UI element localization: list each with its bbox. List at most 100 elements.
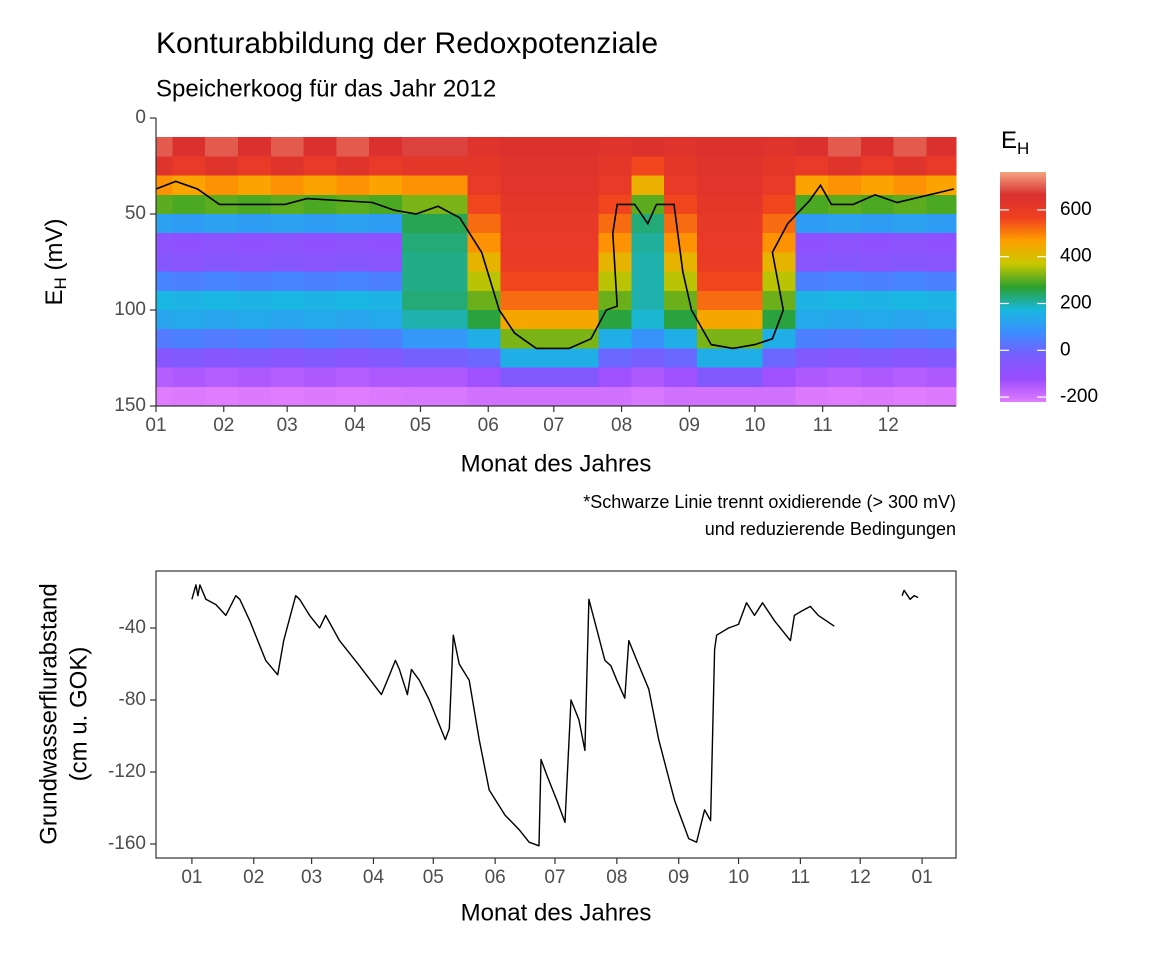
y-axis-title: Grundwasserflurabstand — [35, 583, 62, 844]
heat-cell — [467, 194, 501, 215]
heat-cell — [467, 214, 501, 234]
heat-cell — [205, 271, 239, 292]
heat-cell — [467, 175, 501, 196]
heat-cell — [270, 367, 305, 388]
heat-cell — [565, 156, 600, 177]
heat-cell — [172, 252, 206, 273]
heat-cell — [336, 214, 370, 234]
heat-cell — [303, 194, 337, 215]
legend-title-main: E — [1001, 127, 1017, 154]
heat-cell — [434, 329, 469, 349]
heat-cell — [500, 386, 534, 407]
x-tick-label: 09 — [679, 415, 700, 436]
y-tick-label: 100 — [114, 299, 146, 320]
heat-cell — [156, 290, 173, 311]
heat-cell — [828, 137, 862, 157]
heat-cell — [270, 194, 305, 215]
heat-cell — [860, 214, 895, 234]
heat-cell — [795, 348, 829, 369]
heat-cell — [205, 290, 239, 311]
heat-cell — [369, 137, 403, 157]
heat-cell — [664, 310, 698, 330]
heat-cell — [434, 175, 469, 196]
heat-cell — [205, 137, 239, 157]
heat-cell — [696, 252, 731, 273]
heat-cell — [467, 156, 501, 177]
x-tick-label: 05 — [423, 867, 444, 888]
heat-cell — [156, 252, 173, 273]
heat-cell — [467, 367, 501, 388]
heat-cell — [401, 348, 436, 369]
heat-cell — [205, 233, 239, 253]
heat-cell — [303, 137, 337, 157]
heat-cell — [172, 348, 206, 369]
heat-cell — [336, 175, 370, 196]
heat-cell — [270, 214, 305, 234]
heat-cell — [664, 233, 698, 253]
x-tick-label: 08 — [606, 867, 627, 888]
heat-cell — [631, 348, 665, 369]
heat-cell — [369, 290, 403, 311]
heat-cell — [795, 137, 829, 157]
heat-cell — [565, 214, 600, 234]
heat-cell — [926, 367, 957, 388]
heat-cell — [762, 290, 796, 311]
heat-cell — [696, 214, 731, 234]
heat-cell — [303, 348, 337, 369]
heat-cell — [664, 329, 698, 349]
heat-cell — [926, 348, 957, 369]
heat-cell — [926, 310, 957, 330]
heat-cell — [369, 252, 403, 273]
heat-cell — [205, 252, 239, 273]
annotation: und reduzierende Bedingungen — [705, 519, 956, 539]
heat-cell — [860, 310, 895, 330]
heat-cell — [303, 367, 337, 388]
heat-cell — [467, 233, 501, 253]
heat-cell — [270, 252, 305, 273]
heat-cell — [467, 290, 501, 311]
heat-cell — [172, 194, 206, 215]
colorbar-label: 0 — [1060, 339, 1071, 360]
heat-cell — [303, 252, 337, 273]
heat-cell — [729, 290, 764, 311]
heat-cell — [664, 271, 698, 292]
heat-cell — [434, 233, 469, 253]
heat-cell — [893, 175, 928, 196]
heat-cell — [156, 348, 173, 369]
heat-cell — [762, 329, 796, 349]
heat-cell — [598, 214, 633, 234]
heat-cell — [467, 271, 501, 292]
heat-cell — [664, 137, 698, 157]
heat-cell — [369, 194, 403, 215]
heat-cell — [598, 233, 633, 253]
heat-cell — [565, 271, 600, 292]
heat-cell — [828, 310, 862, 330]
heat-cell — [729, 194, 764, 215]
heat-cell — [303, 214, 337, 234]
heat-cell — [828, 329, 862, 349]
heat-cell — [893, 233, 928, 253]
y-axis-title-unit: (mV) — [41, 219, 68, 278]
heat-cell — [795, 329, 829, 349]
x-tick-label: 03 — [277, 415, 298, 436]
heat-cell — [369, 348, 403, 369]
heat-cell — [336, 194, 370, 215]
heat-cell — [860, 367, 895, 388]
heat-cell — [205, 214, 239, 234]
y-tick-label: -160 — [108, 833, 146, 854]
heat-cell — [533, 348, 567, 369]
heat-cell — [533, 367, 567, 388]
heat-cell — [434, 367, 469, 388]
heat-cell — [729, 367, 764, 388]
heat-cell — [401, 137, 436, 157]
x-tick-label: 06 — [478, 415, 499, 436]
heat-cell — [893, 271, 928, 292]
heat-cell — [664, 367, 698, 388]
heat-cell — [500, 214, 534, 234]
heat-cell — [762, 386, 796, 407]
heat-cell — [172, 367, 206, 388]
heat-cell — [533, 214, 567, 234]
heat-cell — [795, 310, 829, 330]
heat-cell — [270, 271, 305, 292]
heat-cell — [533, 175, 567, 196]
